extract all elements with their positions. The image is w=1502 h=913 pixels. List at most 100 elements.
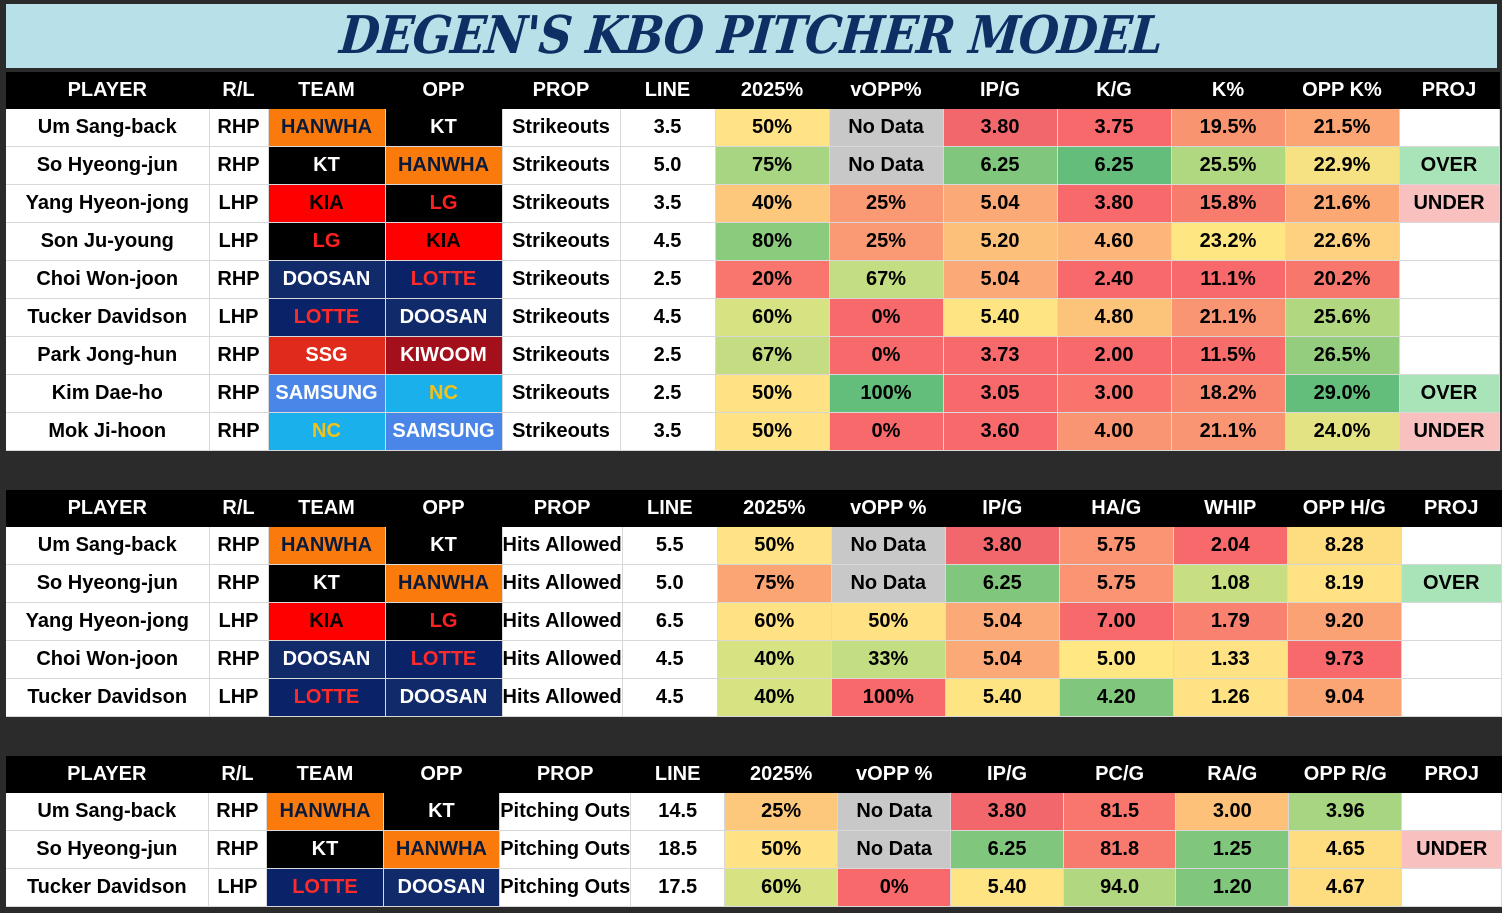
cell-ip-g: 6.25 — [945, 564, 1060, 603]
cell-proj — [1401, 868, 1502, 907]
cell-opp-k: 25.6% — [1285, 298, 1400, 337]
column-header-line: LINE — [622, 490, 718, 527]
cell-line: 18.5 — [630, 830, 726, 869]
cell-prop: Strikeouts — [502, 184, 621, 223]
cell-2025: 80% — [715, 222, 830, 261]
column-header-player: PLAYER — [6, 756, 209, 793]
table-row: Kim Dae-ho RHP SAMSUNG NC Strikeouts 2.5 50% 10… — [6, 374, 1500, 413]
column-header-line: LINE — [620, 72, 716, 109]
cell-vopp: No Data — [829, 108, 944, 147]
cell-line: 4.5 — [622, 640, 718, 679]
cell-opp-h-g: 9.20 — [1287, 602, 1402, 641]
table-row: Tucker Davidson LHP LOTTE DOOSAN Hits Allowe… — [6, 678, 1502, 717]
column-header-line: LINE — [630, 756, 726, 793]
cell-prop: Pitching Outs — [499, 868, 632, 907]
cell-vopp: No Data — [831, 564, 946, 603]
column-header-prop: PROP — [502, 490, 623, 527]
cell-line: 4.5 — [622, 678, 718, 717]
cell-ip-g: 6.25 — [943, 146, 1058, 185]
cell-prop: Strikeouts — [502, 260, 621, 299]
cell-player: Um Sang-back — [6, 792, 209, 831]
cell-vopp: No Data — [837, 792, 952, 831]
table-row: Um Sang-back RHP HANWHA KT Hits Allowed 5.5 50… — [6, 526, 1502, 565]
column-header-team: TEAM — [266, 756, 384, 793]
cell-ha-g: 5.00 — [1059, 640, 1174, 679]
cell-ip-g: 5.20 — [943, 222, 1058, 261]
cell-2025: 67% — [715, 336, 830, 375]
cell-line: 5.5 — [622, 526, 718, 565]
cell-line: 3.5 — [620, 108, 716, 147]
cell-player: So Hyeong-jun — [6, 146, 210, 185]
cell-prop: Strikeouts — [502, 374, 621, 413]
cell-proj — [1401, 602, 1502, 641]
cell-team: LG — [268, 222, 386, 261]
column-header-2025: 2025% — [715, 72, 830, 109]
cell-team: KIA — [268, 602, 386, 641]
column-header-r-l: R/L — [208, 756, 268, 793]
cell-opp: LOTTE — [385, 260, 503, 299]
cell-prop: Strikeouts — [502, 222, 621, 261]
cell-k: 11.1% — [1171, 260, 1286, 299]
cell-k: 21.1% — [1171, 298, 1286, 337]
cell-line: 17.5 — [630, 868, 726, 907]
cell-player: Choi Won-joon — [6, 640, 210, 679]
column-header-ip-g: IP/G — [950, 756, 1064, 793]
cell-proj — [1401, 792, 1502, 831]
column-header-r-l: R/L — [209, 490, 269, 527]
cell-proj — [1399, 260, 1500, 299]
cell-r-l: RHP — [208, 792, 268, 831]
cell-k-g: 4.60 — [1057, 222, 1172, 261]
cell-r-l: LHP — [209, 602, 269, 641]
column-header-opp: OPP — [385, 490, 503, 527]
cell-opp: KT — [385, 526, 503, 565]
cell-k: 15.8% — [1171, 184, 1286, 223]
cell-ra-g: 1.25 — [1175, 830, 1290, 869]
table-row: So Hyeong-jun RHP KT HANWHA Pitching Outs 18.… — [6, 830, 1502, 869]
table-row: Tucker Davidson LHP LOTTE DOOSAN Pitching Ou… — [6, 868, 1502, 907]
cell-r-l: RHP — [209, 336, 269, 375]
cell-vopp: No Data — [829, 146, 944, 185]
table-row: Son Ju-young LHP LG KIA Strikeouts 4.5 80% 25% 5… — [6, 222, 1500, 261]
cell-player: Tucker Davidson — [6, 868, 209, 907]
cell-line: 2.5 — [620, 374, 716, 413]
cell-opp-k: 21.5% — [1285, 108, 1400, 147]
cell-line: 2.5 — [620, 336, 716, 375]
cell-ip-g: 3.80 — [943, 108, 1058, 147]
cell-r-l: LHP — [209, 298, 269, 337]
cell-k-g: 6.25 — [1057, 146, 1172, 185]
cell-r-l: RHP — [209, 412, 269, 451]
cell-player: Park Jong-hun — [6, 336, 210, 375]
cell-k-g: 2.00 — [1057, 336, 1172, 375]
cell-opp-k: 24.0% — [1285, 412, 1400, 451]
cell-vopp: 25% — [829, 184, 944, 223]
cell-team: HANWHA — [268, 108, 386, 147]
cell-opp-r-g: 4.67 — [1288, 868, 1403, 907]
header-row: PLAYER R/L TEAM OPP PROP LINE 2025% vOPP % IP/G P… — [6, 756, 1502, 793]
cell-2025: 75% — [715, 146, 830, 185]
cell-vopp: 100% — [831, 678, 946, 717]
cell-2025: 75% — [717, 564, 832, 603]
cell-player: Choi Won-joon — [6, 260, 210, 299]
cell-prop: Hits Allowed — [502, 602, 623, 641]
cell-prop: Hits Allowed — [502, 526, 623, 565]
table-row: Um Sang-back RHP HANWHA KT Strikeouts 3.5 50% N… — [6, 108, 1500, 147]
cell-vopp: 50% — [831, 602, 946, 641]
column-header-opp: OPP — [383, 756, 501, 793]
cell-player: So Hyeong-jun — [6, 564, 210, 603]
cell-proj — [1401, 640, 1502, 679]
cell-ip-g: 5.04 — [945, 640, 1060, 679]
cell-team: SSG — [268, 336, 386, 375]
cell-k: 18.2% — [1171, 374, 1286, 413]
cell-r-l: RHP — [209, 374, 269, 413]
cell-opp: HANWHA — [383, 830, 501, 869]
cell-pc-g: 94.0 — [1063, 868, 1177, 907]
hits-allowed-table: PLAYER R/L TEAM OPP PROP LINE 2025% vOPP % IP/G H… — [6, 490, 1502, 717]
cell-opp: KIWOOM — [385, 336, 503, 375]
column-header-player: PLAYER — [6, 490, 210, 527]
cell-pc-g: 81.8 — [1063, 830, 1177, 869]
cell-2025: 50% — [715, 374, 830, 413]
cell-2025: 50% — [715, 412, 830, 451]
cell-whip: 1.33 — [1173, 640, 1288, 679]
cell-team: DOOSAN — [268, 260, 386, 299]
table-row: Tucker Davidson LHP LOTTE DOOSAN Strikeouts 4… — [6, 298, 1500, 337]
